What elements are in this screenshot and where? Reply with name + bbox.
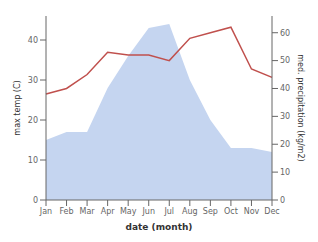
svg-text:Mar: Mar [80, 207, 96, 216]
svg-text:Jan: Jan [39, 207, 52, 216]
svg-text:10: 10 [280, 168, 290, 177]
svg-text:50: 50 [280, 56, 290, 65]
svg-text:Nov: Nov [244, 207, 260, 216]
svg-text:0: 0 [33, 196, 38, 205]
svg-text:30: 30 [28, 76, 38, 85]
svg-text:Aug: Aug [182, 207, 198, 216]
svg-text:Jun: Jun [141, 207, 155, 216]
svg-text:max temp (C): max temp (C) [13, 80, 22, 135]
svg-text:Oct: Oct [224, 207, 238, 216]
svg-text:Feb: Feb [59, 207, 73, 216]
svg-text:0: 0 [280, 196, 285, 205]
svg-text:med. precipitation (kg/m2): med. precipitation (kg/m2) [296, 54, 305, 161]
svg-text:May: May [120, 207, 137, 216]
svg-text:Jul: Jul [163, 207, 174, 216]
svg-text:60: 60 [280, 29, 290, 38]
svg-text:10: 10 [28, 156, 38, 165]
svg-text:20: 20 [280, 140, 290, 149]
svg-text:20: 20 [28, 116, 38, 125]
svg-text:40: 40 [280, 84, 290, 93]
svg-text:Sep: Sep [203, 207, 218, 216]
svg-text:40: 40 [28, 36, 38, 45]
svg-text:date (month): date (month) [126, 222, 193, 232]
svg-text:Apr: Apr [101, 207, 116, 216]
svg-text:30: 30 [280, 112, 290, 121]
svg-text:Dec: Dec [264, 207, 279, 216]
